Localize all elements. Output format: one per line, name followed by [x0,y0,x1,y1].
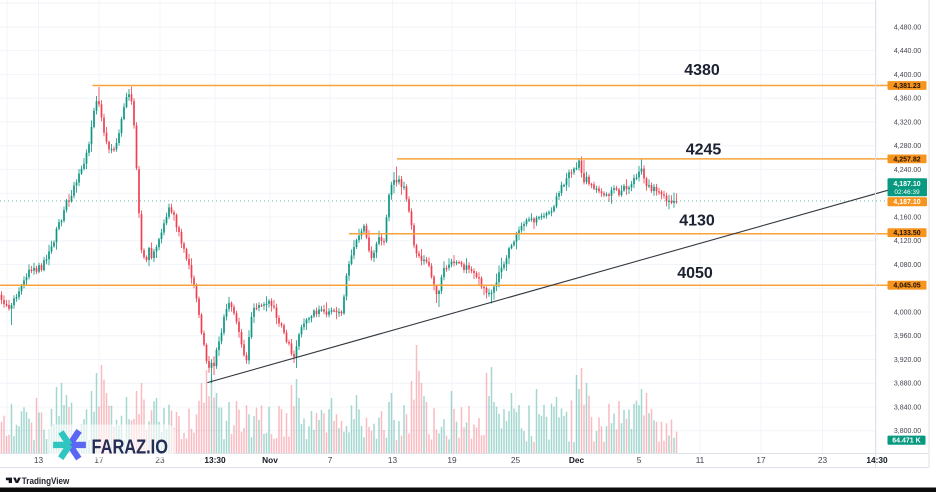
svg-text:4050: 4050 [677,265,713,282]
svg-text:4,240.00: 4,240.00 [894,167,921,174]
svg-text:14:30: 14:30 [866,455,888,465]
svg-text:4,045.05: 4,045.05 [893,283,920,290]
svg-text:4,080.00: 4,080.00 [894,262,921,269]
svg-text:13: 13 [388,455,398,465]
svg-text:4,400.00: 4,400.00 [894,72,921,79]
svg-text:4,280.00: 4,280.00 [894,143,921,150]
svg-text:4,381.23: 4,381.23 [893,83,920,90]
svg-text:17: 17 [94,455,104,465]
svg-text:Dec: Dec [569,455,585,465]
svg-text:4,133.50: 4,133.50 [893,230,920,237]
svg-text:23: 23 [818,455,828,465]
svg-text:4,440.00: 4,440.00 [894,48,921,55]
svg-text:4130: 4130 [679,212,715,229]
svg-text:4,480.00: 4,480.00 [894,24,921,31]
svg-text:TradingView: TradingView [22,476,70,486]
svg-text:3,960.00: 3,960.00 [894,333,921,340]
svg-text:17: 17 [756,455,766,465]
svg-text:13: 13 [34,455,44,465]
svg-text:4,257.82: 4,257.82 [893,156,920,163]
svg-text:4245: 4245 [686,142,722,159]
svg-text:25: 25 [511,455,521,465]
svg-text:7: 7 [328,455,333,465]
svg-text:4,000.00: 4,000.00 [894,309,921,316]
svg-text:4,360.00: 4,360.00 [894,96,921,103]
svg-text:4,120.00: 4,120.00 [894,238,921,245]
svg-text:Nov: Nov [262,455,278,465]
svg-text:64.471 K: 64.471 K [892,438,920,445]
svg-text:3,880.00: 3,880.00 [894,381,921,388]
svg-text:11: 11 [696,455,705,465]
svg-text:4,160.00: 4,160.00 [894,214,921,221]
svg-text:4380: 4380 [684,62,720,79]
svg-text:4,320.00: 4,320.00 [894,119,921,126]
svg-text:4,187.10: 4,187.10 [893,181,920,188]
svg-text:23: 23 [155,455,165,465]
svg-text:4,187.10: 4,187.10 [893,199,920,206]
svg-text:5: 5 [637,455,642,465]
svg-text:3,840.00: 3,840.00 [894,404,921,411]
svg-text:19: 19 [447,455,457,465]
svg-text:FARAZ.IO: FARAZ.IO [92,437,169,459]
svg-text:13:30: 13:30 [204,455,226,465]
svg-text:02:46:39: 02:46:39 [894,189,920,196]
svg-text:3,920.00: 3,920.00 [894,357,921,364]
svg-text:3,800.00: 3,800.00 [894,428,921,435]
